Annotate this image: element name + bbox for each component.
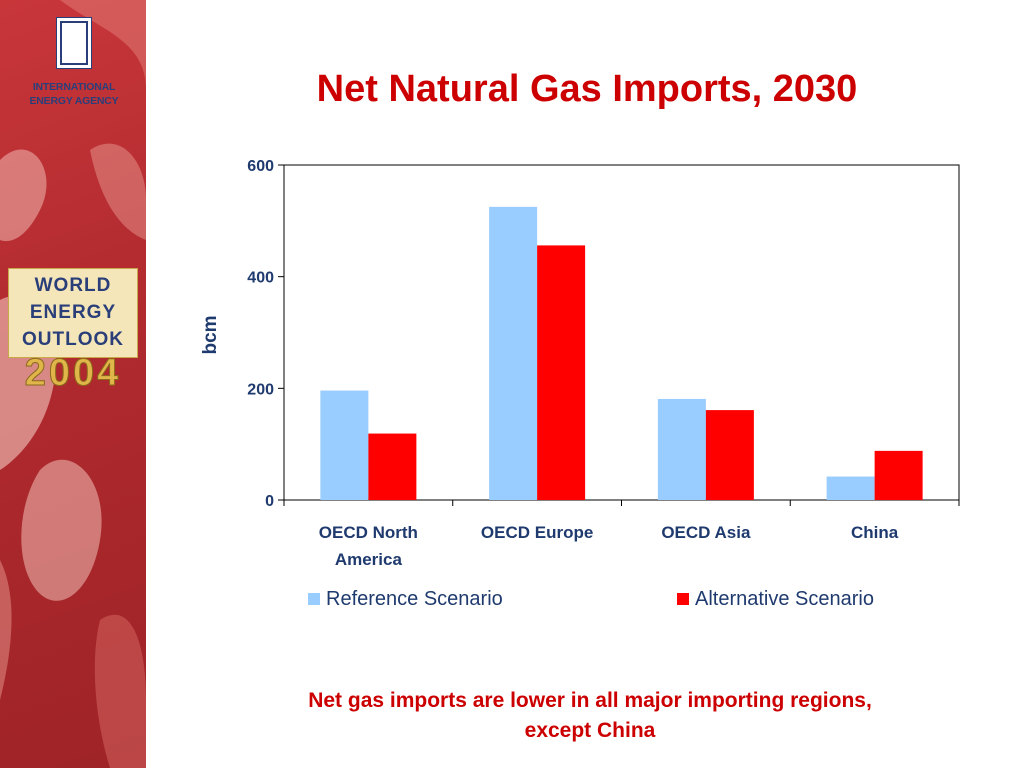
- weo-line1: WORLD: [34, 275, 112, 296]
- bar-reference-scenario: [826, 476, 875, 500]
- chart-legend: Reference Scenario Alternative Scenario: [308, 588, 874, 610]
- agency-name-line2: ENERGY AGENCY: [29, 95, 119, 107]
- y-axis-label: bcm: [200, 315, 221, 354]
- weo-year: 2004: [24, 352, 122, 395]
- legend-label: Reference Scenario: [326, 588, 503, 610]
- caption-line2: except China: [524, 719, 656, 742]
- slide-caption: Net gas imports are lower in all major i…: [160, 686, 1020, 746]
- x-category-label: OECD Europe: [481, 523, 593, 542]
- bar-chart: bcm 0 200 400 600 OECD North America OECD Euro…: [200, 158, 960, 610]
- x-category-label: OECD Asia: [661, 523, 751, 542]
- weo-line2: ENERGY: [29, 302, 117, 323]
- legend-swatch: [677, 593, 689, 605]
- agency-name: INTERNATIONAL ENERGY AGENCY: [10, 80, 138, 108]
- x-category-label: OECD North: [319, 523, 418, 542]
- slide-title: Net Natural Gas Imports, 2030: [316, 68, 858, 110]
- x-category-label: China: [851, 523, 899, 542]
- bar-alternative-scenario: [705, 410, 754, 500]
- bar-alternative-scenario: [368, 433, 417, 500]
- y-tick-label: 0: [265, 493, 274, 510]
- weo-badge: WORLD ENERGY OUTLOOK 2004: [8, 268, 138, 395]
- bar-alternative-scenario: [874, 450, 923, 500]
- y-tick-label: 200: [247, 381, 274, 398]
- iea-logo: [56, 17, 92, 69]
- legend-label: Alternative Scenario: [695, 588, 874, 610]
- weo-title-box: WORLD ENERGY OUTLOOK: [8, 268, 138, 358]
- legend-swatch: [308, 593, 320, 605]
- x-category-label: America: [335, 550, 403, 569]
- bar-alternative-scenario: [537, 245, 586, 500]
- y-tick-label: 600: [247, 158, 274, 175]
- plot-area: 0 200 400 600 OECD North America OECD Europe OE…: [247, 158, 960, 569]
- sidebar-panel: INTERNATIONAL ENERGY AGENCY WORLD ENERGY…: [0, 0, 146, 768]
- caption-line1: Net gas imports are lower in all major i…: [308, 689, 872, 712]
- y-tick-label: 400: [247, 270, 274, 287]
- bar-reference-scenario: [657, 398, 706, 500]
- agency-name-line1: INTERNATIONAL: [32, 81, 116, 93]
- bar-reference-scenario: [320, 390, 369, 500]
- bar-reference-scenario: [489, 206, 538, 500]
- weo-line3: OUTLOOK: [22, 329, 124, 350]
